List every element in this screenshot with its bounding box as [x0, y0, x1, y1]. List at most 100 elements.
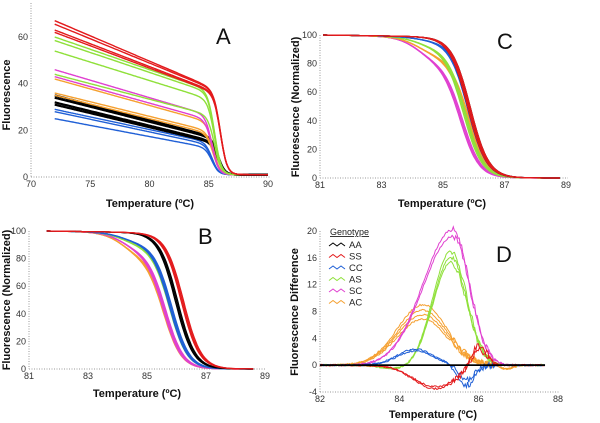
x-tick-label: 80	[144, 179, 154, 189]
series-line-ss	[319, 343, 546, 391]
series-line-sc	[46, 230, 254, 370]
series-line-ss	[46, 230, 254, 370]
x-tick-label: 75	[85, 179, 95, 189]
series-line-ac	[54, 78, 268, 176]
panel-c-letter: C	[497, 29, 513, 54]
y-tick-label: 0	[23, 172, 28, 182]
y-tick-label: 20	[307, 144, 317, 154]
y-tick-label: -4	[309, 387, 317, 397]
y-tick-label: 20	[16, 336, 26, 346]
legend-label-as: AS	[349, 275, 362, 286]
y-tick-label: 40	[18, 79, 28, 89]
y-tick-label: 12	[307, 280, 317, 290]
x-tick-label: 90	[263, 179, 273, 189]
series-line-ac	[46, 230, 254, 370]
series-line-cc	[46, 230, 254, 370]
series-line-cc	[54, 118, 268, 176]
y-tick-label: 60	[18, 32, 28, 42]
series-line-ac	[46, 230, 254, 370]
x-tick-label: 85	[142, 371, 152, 381]
series-line-as	[54, 73, 268, 176]
legend-swatch-as	[328, 276, 346, 282]
x-tick-label: 83	[376, 180, 386, 190]
y-tick-label: 0	[312, 173, 317, 183]
series-line-cc	[46, 230, 254, 370]
y-tick-label: 60	[16, 281, 26, 291]
series-line-ac	[46, 230, 254, 370]
legend-label-sc: SC	[349, 286, 362, 297]
series-line-aa	[46, 230, 254, 370]
legend-title: Genotype	[330, 227, 369, 237]
legend-swatch-cc	[328, 265, 346, 270]
panel-c-y-label: Fluorescence (Normalized)	[290, 36, 302, 177]
panel-a-y-label: Fluorescence	[1, 60, 13, 131]
y-tick-label: 60	[307, 87, 317, 97]
y-tick-label: 16	[307, 253, 317, 263]
x-tick-label: 85	[438, 180, 448, 190]
y-tick-label: 80	[16, 254, 26, 264]
x-tick-label: 81	[24, 371, 34, 381]
legend-swatch-ss	[328, 253, 346, 259]
panel-d-x-label: Temperature (ºC)	[389, 409, 477, 421]
y-tick-label: 40	[307, 116, 317, 126]
x-tick-label: 82	[315, 394, 325, 404]
legend-swatch-ac	[328, 299, 346, 305]
series-line-aa	[46, 230, 254, 370]
y-tick-label: 4	[312, 333, 317, 343]
series-line-aa	[54, 103, 268, 176]
x-tick-label: 86	[474, 394, 484, 404]
panel-c-x-label: Temperature (ºC)	[398, 198, 486, 210]
y-tick-label: 20	[307, 226, 317, 236]
series-line-as	[323, 34, 560, 179]
series-line-ss	[54, 31, 268, 176]
series-line-cc	[46, 230, 254, 370]
panel-a: 70 75 80 85 90 0 20 40 60 Temperature (ºC) Fluor…	[1, 3, 273, 210]
x-tick-label: 85	[204, 179, 214, 189]
series-line-ac	[319, 318, 546, 371]
series-line-as	[46, 230, 254, 370]
panel-b-y-label: Fluorescence (Normalized)	[1, 229, 13, 370]
x-tick-label: 89	[260, 371, 270, 381]
x-tick-label: 87	[499, 180, 509, 190]
x-tick-label: 89	[561, 180, 571, 190]
panel-d-letter: D	[496, 242, 512, 267]
y-tick-label: 40	[16, 309, 26, 319]
panel-b-x-label: Temperature (ºC)	[93, 388, 181, 400]
y-tick-label: 100	[302, 30, 317, 40]
legend-swatch-sc	[328, 288, 346, 293]
x-tick-label: 70	[26, 179, 36, 189]
legend-swatch-aa	[328, 242, 346, 247]
series-line-as	[46, 230, 254, 370]
legend-label-ac: AC	[349, 298, 362, 309]
y-tick-label: 0	[21, 364, 26, 374]
legend-label-cc: CC	[349, 263, 363, 274]
panel-b-letter: B	[198, 224, 213, 249]
x-tick-label: 87	[201, 371, 211, 381]
series-line-ss	[54, 23, 268, 176]
y-tick-label: 80	[307, 59, 317, 69]
y-tick-label: 0	[312, 360, 317, 370]
panel-d: 82 84 86 88 -4 0 4 8 12 16 20 Temperature (ºC) Flu…	[289, 225, 563, 421]
x-tick-label: 81	[315, 180, 325, 190]
x-tick-label: 88	[553, 394, 563, 404]
y-tick-label: 8	[312, 307, 317, 317]
panel-a-x-label: Temperature (ºC)	[106, 198, 194, 210]
panel-a-letter: A	[216, 24, 231, 49]
series-line-ss	[46, 230, 254, 370]
y-tick-label: 100	[11, 226, 26, 236]
legend-label-aa: AA	[349, 240, 362, 251]
series-line-ss	[46, 230, 254, 370]
x-tick-label: 84	[394, 394, 404, 404]
series-line-as	[46, 230, 254, 370]
series-line-sc	[46, 230, 254, 370]
series-line-sc	[46, 230, 254, 370]
series-line-aa	[46, 230, 254, 370]
series-line-ss	[323, 34, 560, 179]
panel-d-y-label: Fluorescence Difference	[289, 248, 301, 376]
y-tick-label: 20	[18, 125, 28, 135]
x-tick-label: 83	[83, 371, 93, 381]
